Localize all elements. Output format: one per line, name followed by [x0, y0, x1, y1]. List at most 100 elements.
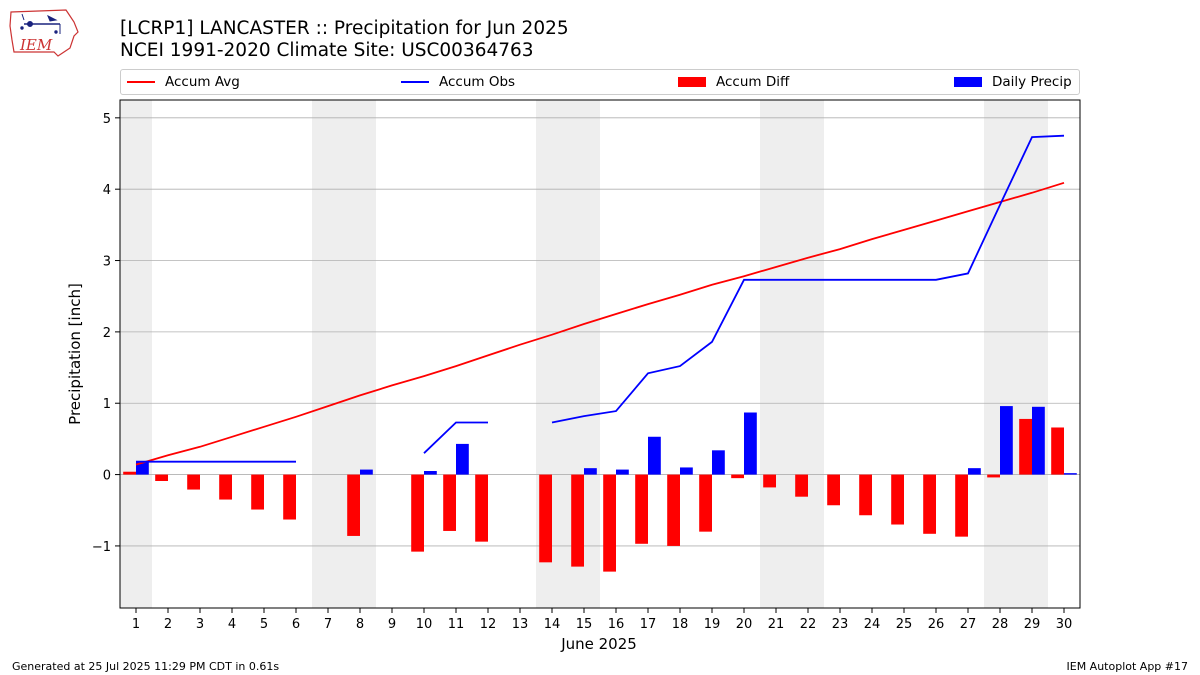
accum-diff-bar	[443, 474, 456, 531]
legend-item-accum-avg: Accum Avg	[127, 70, 240, 94]
accum-diff-bar	[1051, 427, 1064, 475]
weather-station-icon	[20, 13, 61, 34]
chart-title: [LCRP1] LANCASTER :: Precipitation for J…	[120, 18, 569, 62]
legend-swatch-accum-obs	[401, 81, 429, 83]
accum-diff-bar	[955, 474, 968, 537]
x-tick-label: 30	[1056, 617, 1073, 632]
series-lines	[135, 134, 1065, 466]
x-tick-label: 1	[132, 617, 140, 632]
x-axis-label: June 2025	[560, 635, 637, 653]
daily-precip-bar	[648, 436, 661, 475]
accum-diff-bar	[539, 474, 552, 563]
x-tick-label: 5	[260, 617, 268, 632]
accum-diff-bar	[411, 474, 424, 552]
legend-label-accum-obs: Accum Obs	[439, 74, 516, 90]
title-line-2: NCEI 1991-2020 Climate Site: USC00364763	[120, 40, 534, 61]
x-tick-label: 26	[928, 617, 945, 632]
legend-swatch-daily-precip	[954, 77, 982, 87]
y-axis-label: Precipitation [inch]	[66, 283, 84, 425]
daily-precip-bar	[1064, 473, 1077, 475]
x-tick-label: 24	[864, 617, 881, 632]
x-tick-label: 19	[704, 617, 721, 632]
footer-app: IEM Autoplot App #17	[1066, 660, 1189, 673]
logo-text: IEM	[19, 36, 53, 54]
weekend-shade-band	[984, 100, 1048, 608]
x-tick-label: 6	[292, 617, 300, 632]
legend-label-daily-precip: Daily Precip	[992, 74, 1072, 90]
accum-diff-bar	[763, 474, 776, 488]
title-line-1: [LCRP1] LANCASTER :: Precipitation for J…	[120, 18, 569, 39]
accum-diff-bar	[219, 474, 232, 500]
accum-diff-bar	[187, 474, 200, 490]
daily-precip-bar	[968, 468, 981, 475]
accum-obs-line	[136, 134, 1065, 463]
accum-diff-bar	[827, 474, 840, 506]
y-tick-label: 4	[103, 183, 111, 198]
daily-precip-bar	[456, 443, 469, 475]
y-tick-label: 3	[103, 255, 111, 270]
daily-precip-bar	[360, 469, 373, 475]
accum-diff-bar	[1019, 418, 1032, 475]
accum-diff-bar	[795, 474, 808, 497]
accum-diff-bar	[603, 474, 616, 572]
y-tick-label: 0	[103, 469, 111, 484]
legend-label-accum-avg: Accum Avg	[165, 74, 240, 90]
accum-diff-bar	[475, 474, 488, 542]
y-tick-label: 1	[103, 397, 111, 412]
x-tick-label: 18	[672, 617, 689, 632]
daily-precip-bar	[136, 461, 149, 475]
legend-item-daily-precip: Daily Precip	[954, 70, 1072, 94]
x-tick-label: 3	[196, 617, 204, 632]
weekend-shade-band	[312, 100, 376, 608]
x-tick-label: 27	[960, 617, 977, 632]
x-tick-label: 14	[544, 617, 561, 632]
x-tick-label: 23	[832, 617, 849, 632]
legend: Accum Avg Accum Obs Accum Diff Daily Pre…	[120, 69, 1080, 95]
accum-avg-line	[135, 181, 1065, 466]
bars	[123, 406, 1077, 572]
x-tick-label: 16	[608, 617, 625, 632]
daily-precip-bar	[584, 468, 597, 475]
legend-swatch-accum-avg	[127, 81, 155, 83]
legend-swatch-accum-diff	[678, 77, 706, 87]
accum-diff-bar	[635, 474, 648, 544]
legend-item-accum-obs: Accum Obs	[401, 70, 515, 94]
accum-diff-bar	[283, 474, 296, 520]
x-tick-label: 25	[896, 617, 913, 632]
x-tick-label: 17	[640, 617, 657, 632]
daily-precip-bar	[744, 412, 757, 475]
iem-logo: IEM	[9, 9, 79, 57]
x-tick-label: 9	[388, 617, 396, 632]
legend-label-accum-diff: Accum Diff	[716, 74, 790, 90]
x-tick-label: 29	[1024, 617, 1041, 632]
plot-frame	[119, 99, 1081, 609]
accum-diff-bar	[155, 474, 168, 481]
accum-diff-bar	[923, 474, 936, 534]
daily-precip-bar	[1000, 406, 1013, 475]
x-tick-label: 12	[480, 617, 497, 632]
accum-diff-bar	[731, 474, 744, 479]
y-tick-label: 5	[103, 112, 111, 127]
grid-lines	[120, 117, 1080, 547]
x-tick-label: 13	[512, 617, 529, 632]
accum-diff-bar	[699, 474, 712, 532]
iowa-outline-icon	[9, 9, 79, 57]
daily-precip-bar	[616, 469, 629, 475]
accum-diff-bar	[347, 474, 360, 536]
accum-diff-bar	[251, 474, 264, 510]
x-tick-label: 4	[228, 617, 236, 632]
x-tick-label: 2	[164, 617, 172, 632]
accum-diff-bar	[123, 471, 136, 475]
weekend-shade-band	[120, 100, 152, 608]
x-tick-label: 22	[800, 617, 817, 632]
x-tick-label: 15	[576, 617, 593, 632]
x-tick-label: 10	[416, 617, 433, 632]
accum-diff-bar	[859, 474, 872, 516]
footer-generated: Generated at 25 Jul 2025 11:29 PM CDT in…	[12, 660, 280, 673]
x-tick-label: 20	[736, 617, 753, 632]
daily-precip-bar	[712, 450, 725, 475]
x-tick-label: 21	[768, 617, 785, 632]
accum-diff-bar	[667, 474, 680, 546]
